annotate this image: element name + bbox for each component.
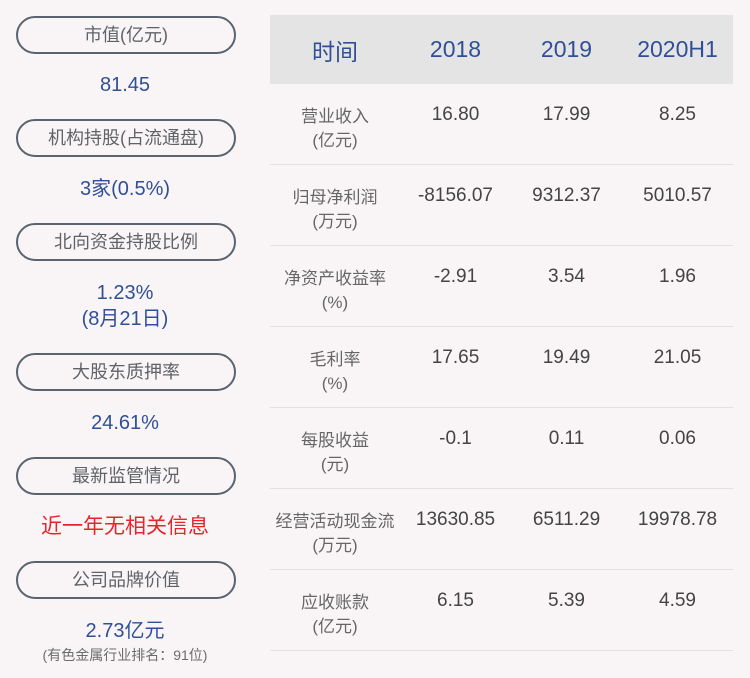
regulatory-status-value: 近一年无相关信息 (41, 515, 209, 538)
table-cell: 8.25 (659, 104, 696, 125)
table-cell: 6.15 (437, 590, 474, 611)
table-row: 净资产收益率 (%) -2.91 3.54 1.96 (270, 246, 733, 327)
metric-unit: (%) (321, 293, 349, 312)
metric-name: 净资产收益率 (284, 269, 386, 288)
row-label: 应收账款 (亿元) (270, 570, 400, 650)
table-header: 时间 2018 2019 2020H1 (270, 15, 733, 84)
market-cap-value: 81.45 (99, 74, 151, 96)
header-time: 时间 (312, 38, 358, 65)
table-cell: 3.54 (548, 266, 585, 287)
metric-name: 应收账款 (301, 593, 369, 612)
table-row: 营业收入 (亿元) 16.80 17.99 8.25 (270, 84, 733, 165)
northbound-ratio-label: 北向资金持股比例 (16, 223, 236, 261)
metric-unit: (元) (320, 455, 350, 474)
brand-value-label: 公司品牌价值 (16, 561, 236, 599)
table-cell: -0.1 (439, 428, 472, 449)
table-cell: 0.06 (659, 428, 696, 449)
row-label: 净资产收益率 (%) (270, 246, 400, 326)
table-cell: 21.05 (653, 347, 702, 368)
header-2020h1: 2020H1 (637, 36, 718, 62)
table-cell: 16.80 (431, 104, 480, 125)
metric-name: 毛利率 (309, 350, 361, 369)
table-cell: 1.96 (659, 266, 696, 287)
northbound-ratio-date: (8月21日) (81, 308, 169, 330)
brand-value-value: 2.73亿元 (85, 620, 165, 642)
pledge-ratio-label: 大股东质押率 (16, 353, 236, 391)
table-cell: 19.49 (542, 347, 591, 368)
metric-unit: (万元) (312, 212, 358, 231)
row-label: 营业收入 (亿元) (270, 84, 400, 164)
table-row: 每股收益 (元) -0.1 0.11 0.06 (270, 408, 733, 489)
pledge-ratio-value: 24.61% (91, 412, 159, 434)
brand-value-rank: (有色金属行业排名：91位) (42, 647, 208, 663)
metric-name: 归母净利润 (292, 188, 378, 207)
metric-unit: (亿元) (312, 131, 358, 150)
row-label: 归母净利润 (万元) (270, 165, 400, 245)
row-label: 经营活动现金流 (万元) (270, 489, 400, 569)
table-cell: 17.65 (431, 347, 480, 368)
metric-name: 营业收入 (301, 107, 369, 126)
table-cell: 0.11 (548, 428, 585, 449)
table-cell: 19978.78 (637, 509, 718, 530)
header-2018: 2018 (429, 36, 482, 62)
financial-table: 时间 2018 2019 2020H1 营业收入 (亿元) 16.80 17.99 8.… (270, 15, 733, 651)
market-cap-label: 市值(亿元) (16, 16, 236, 54)
header-2019: 2019 (540, 36, 593, 62)
table-cell: -8156.07 (417, 185, 493, 206)
metric-unit: (万元) (312, 536, 358, 555)
metric-name: 每股收益 (301, 431, 369, 450)
table-cell: 13630.85 (415, 509, 496, 530)
row-label: 每股收益 (元) (270, 408, 400, 488)
table-cell: -2.91 (433, 266, 478, 287)
table-cell: 4.59 (659, 590, 696, 611)
table-cell: 5.39 (548, 590, 585, 611)
table-cell: 17.99 (542, 104, 591, 125)
row-label: 毛利率 (%) (270, 327, 400, 407)
metric-unit: (亿元) (312, 617, 358, 636)
table-cell: 6511.29 (532, 509, 601, 530)
table-row: 应收账款 (亿元) 6.15 5.39 4.59 (270, 570, 733, 651)
northbound-ratio-value: 1.23% (96, 282, 154, 304)
table-cell: 5010.57 (643, 185, 712, 206)
metric-unit: (%) (321, 374, 349, 393)
metric-name: 经营活动现金流 (275, 512, 395, 531)
regulatory-status-label: 最新监管情况 (16, 457, 236, 495)
table-row: 毛利率 (%) 17.65 19.49 21.05 (270, 327, 733, 408)
institutional-holding-label: 机构持股(占流通盘) (16, 119, 236, 157)
table-row: 归母净利润 (万元) -8156.07 9312.37 5010.57 (270, 165, 733, 246)
table-row: 经营活动现金流 (万元) 13630.85 6511.29 19978.78 (270, 489, 733, 570)
table-cell: 9312.37 (532, 185, 601, 206)
institutional-holding-value: 3家(0.5%) (79, 178, 171, 200)
